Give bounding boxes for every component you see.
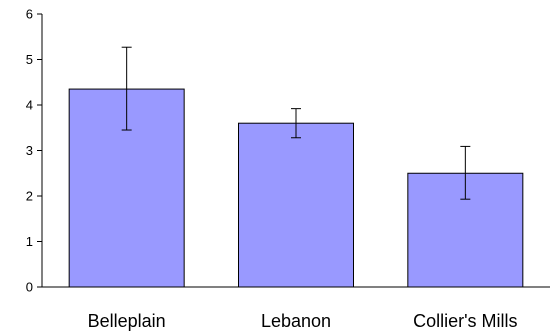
bars bbox=[68, 88, 524, 288]
x-category-label: Lebanon bbox=[261, 311, 331, 331]
y-tick-label: 6 bbox=[26, 7, 33, 22]
y-tick-label: 1 bbox=[26, 234, 33, 249]
y-tick-label: 2 bbox=[26, 189, 33, 204]
y-tick-label: 0 bbox=[26, 280, 33, 295]
x-axis: Belleplain Lebanon Collier's Mills bbox=[42, 286, 550, 331]
error-bars bbox=[121, 46, 471, 200]
y-tick-label: 3 bbox=[26, 143, 33, 158]
y-tick-label: 4 bbox=[26, 98, 33, 113]
x-category-label: Belleplain bbox=[88, 311, 166, 331]
x-category-label: Collier's Mills bbox=[413, 311, 517, 331]
y-axis: 0 1 2 3 4 5 6 bbox=[26, 7, 43, 295]
y-tick-label: 5 bbox=[26, 52, 33, 67]
bar bbox=[238, 122, 354, 288]
